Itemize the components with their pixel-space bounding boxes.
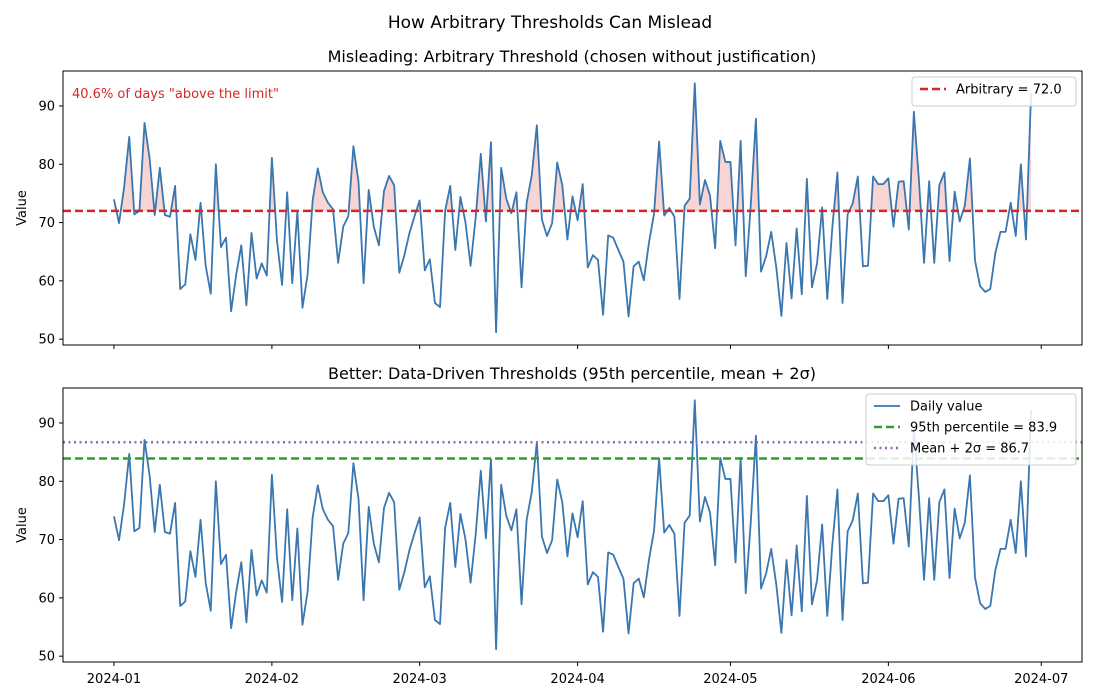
above-threshold-shading xyxy=(113,83,1032,211)
bottom-xtick-label: 2024-01 xyxy=(87,672,141,687)
bottom-ytick-label: 80 xyxy=(38,475,55,490)
bottom-ytick-label: 50 xyxy=(38,650,55,665)
top-ytick-label: 80 xyxy=(38,158,55,173)
top-ytick-label: 70 xyxy=(38,216,55,231)
bottom-legend: Daily value 95th percentile = 83.9 Mean + … xyxy=(865,393,1077,466)
bottom-xtick-label: 2024-05 xyxy=(703,672,757,687)
top-legend-label: Arbitrary = 72.0 xyxy=(956,83,1062,98)
bottom-ytick-label: 90 xyxy=(38,416,55,431)
top-annotation: 40.6% of days "above the limit" xyxy=(72,87,279,102)
bottom-xtick-label: 2024-04 xyxy=(550,672,604,687)
bottom-xtick-label: 2024-07 xyxy=(1014,672,1068,687)
top-plot-area xyxy=(63,82,1082,334)
bottom-ylabel: Value xyxy=(15,507,30,543)
bottom-legend-label: 95th percentile = 83.9 xyxy=(910,421,1057,436)
top-axes-frame xyxy=(62,70,1083,346)
bottom-chart: Better: Data-Driven Thresholds (95th per… xyxy=(15,364,1083,687)
top-chart-title: Misleading: Arbitrary Threshold (chosen … xyxy=(328,47,817,66)
bottom-xtick-label: 2024-03 xyxy=(392,672,446,687)
bottom-legend-label: Daily value xyxy=(910,400,983,415)
bottom-ytick-label: 60 xyxy=(38,591,55,606)
bottom-series-line xyxy=(113,399,1032,651)
top-legend: Arbitrary = 72.0 xyxy=(911,76,1077,107)
top-ytick-label: 60 xyxy=(38,274,55,289)
top-ylabel: Value xyxy=(15,190,30,226)
bottom-legend-label: Mean + 2σ = 86.7 xyxy=(910,442,1029,457)
bottom-ytick-label: 70 xyxy=(38,533,55,548)
top-legend-box xyxy=(911,76,1077,107)
top-ytick-label: 90 xyxy=(38,99,55,114)
top-series-line xyxy=(113,82,1032,334)
top-chart: Misleading: Arbitrary Threshold (chosen … xyxy=(15,47,1083,349)
bottom-axes-frame xyxy=(62,387,1083,663)
bottom-xtick-label: 2024-06 xyxy=(861,672,915,687)
figure-suptitle: How Arbitrary Thresholds Can Mislead xyxy=(388,13,712,33)
bottom-chart-title: Better: Data-Driven Thresholds (95th per… xyxy=(328,364,816,383)
bottom-plot-area xyxy=(63,399,1082,651)
bottom-xtick-label: 2024-02 xyxy=(245,672,299,687)
top-ytick-label: 50 xyxy=(38,333,55,348)
bottom-legend-box xyxy=(865,393,1077,466)
